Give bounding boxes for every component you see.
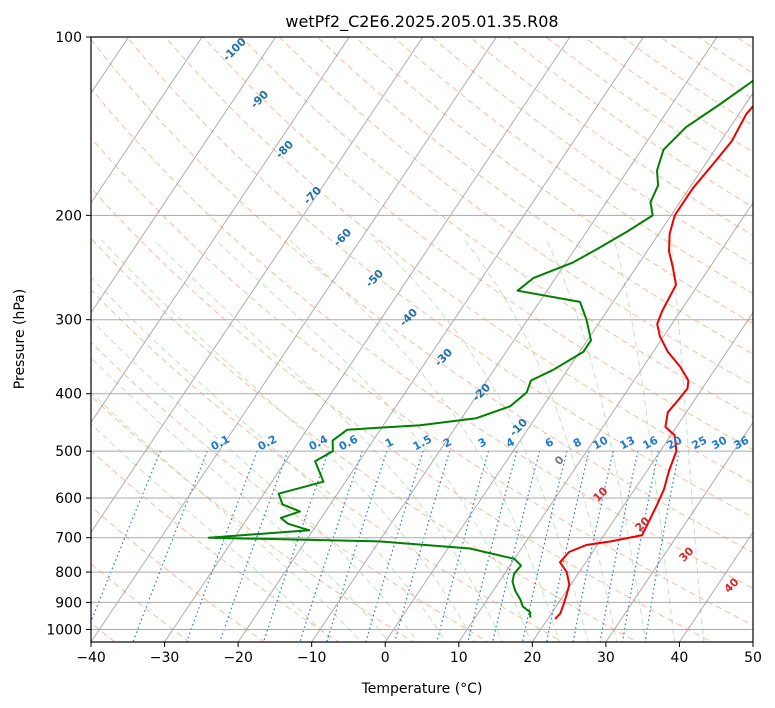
y-tick-label: 400 [55, 387, 82, 403]
x-tick-label: 10 [450, 650, 468, 666]
dry-adiabat [91, 87, 753, 589]
isotherm [458, 201, 753, 642]
y-tick-label: 100 [55, 30, 82, 46]
moist-adiabat [464, 239, 618, 642]
mixing-ratio-label: 30 [710, 433, 730, 452]
y-tick-label: 700 [55, 531, 82, 547]
dry-adiabat [91, 289, 564, 642]
dry-adiabat [91, 563, 191, 642]
moist-adiabat [153, 239, 504, 642]
dry-adiabat [392, 37, 753, 295]
isotherm [678, 531, 753, 642]
profile-series [207, 79, 753, 620]
x-tick-label: 50 [744, 650, 762, 666]
dry-adiabat [202, 37, 753, 451]
y-tick-label: 600 [55, 491, 82, 507]
dry-adiabat [91, 505, 265, 642]
y-tick-label: 300 [55, 313, 82, 329]
isotherm [531, 311, 753, 642]
dry-adiabat [91, 341, 489, 642]
mixing-ratio-label: 25 [690, 434, 710, 453]
x-axis-ticks: −40 −30 −20 −10 0 10 20 30 40 50 [76, 642, 762, 666]
isotherm [311, 37, 718, 642]
dry-adiabat [91, 187, 713, 642]
isotherm [91, 37, 203, 204]
pressure-gridlines [91, 37, 753, 630]
moist-adiabat [91, 357, 390, 642]
dry-adiabat [354, 37, 753, 325]
x-tick-label: −10 [297, 650, 327, 666]
isotherm [163, 37, 571, 642]
plot-frame [90, 36, 754, 643]
isotherm [237, 37, 645, 642]
dry-adiabats [91, 37, 753, 642]
moist-adiabat [215, 239, 532, 642]
y-tick-label: 800 [55, 565, 82, 581]
x-tick-label: 30 [597, 650, 615, 666]
y-tick-label: 900 [55, 595, 82, 611]
moist-adiabat [101, 239, 475, 642]
mixing-ratio-label: 10 [591, 433, 611, 452]
mixing-ratio-label: 36 [732, 433, 752, 452]
moist-adiabat [91, 276, 447, 642]
chart-title: wetPf2_C2E6.2025.205.01.35.R08 [285, 12, 558, 32]
moist-adiabat [91, 391, 362, 642]
mixing-ratio-label: 20 [665, 433, 685, 452]
dry-adiabat [278, 37, 753, 386]
y-axis-label: Pressure (hPa) [12, 289, 28, 389]
isotherms [91, 37, 753, 642]
x-tick-label: −30 [150, 650, 180, 666]
x-axis-label: Temperature (°C) [361, 681, 483, 697]
dewpoint-line [207, 79, 753, 618]
y-tick-label: 200 [55, 208, 82, 224]
dry-adiabat [126, 37, 753, 518]
moist-adiabat [289, 239, 560, 642]
dry-adiabat [240, 37, 753, 418]
x-tick-label: 40 [671, 650, 689, 666]
y-tick-label: 1000 [46, 623, 82, 639]
x-tick-label: −40 [76, 650, 106, 666]
isotherm [605, 421, 753, 642]
moist-adiabat [545, 239, 647, 642]
temperature-line [554, 104, 753, 620]
isotherm [91, 37, 277, 314]
y-axis-ticks: 100 200 300 400 500 600 700 800 900 1000 [46, 30, 91, 639]
dry-adiabat [91, 137, 753, 626]
isotherm [91, 37, 424, 534]
moist-adiabat [91, 319, 419, 642]
plot-area: -100-90-80-70-60-50-40-30-20-10010203040… [91, 37, 753, 642]
mixing-ratio-label: 16 [641, 433, 661, 452]
x-tick-label: −20 [223, 650, 253, 666]
x-tick-label: 20 [523, 650, 541, 666]
y-tick-label: 500 [55, 444, 82, 460]
isotherm [91, 37, 497, 642]
mixing-ratio-label: 13 [618, 434, 638, 453]
moist-adiabat [91, 423, 334, 642]
isotherm [91, 37, 350, 424]
x-tick-label: 0 [381, 650, 390, 666]
moist-adiabat [374, 239, 589, 642]
